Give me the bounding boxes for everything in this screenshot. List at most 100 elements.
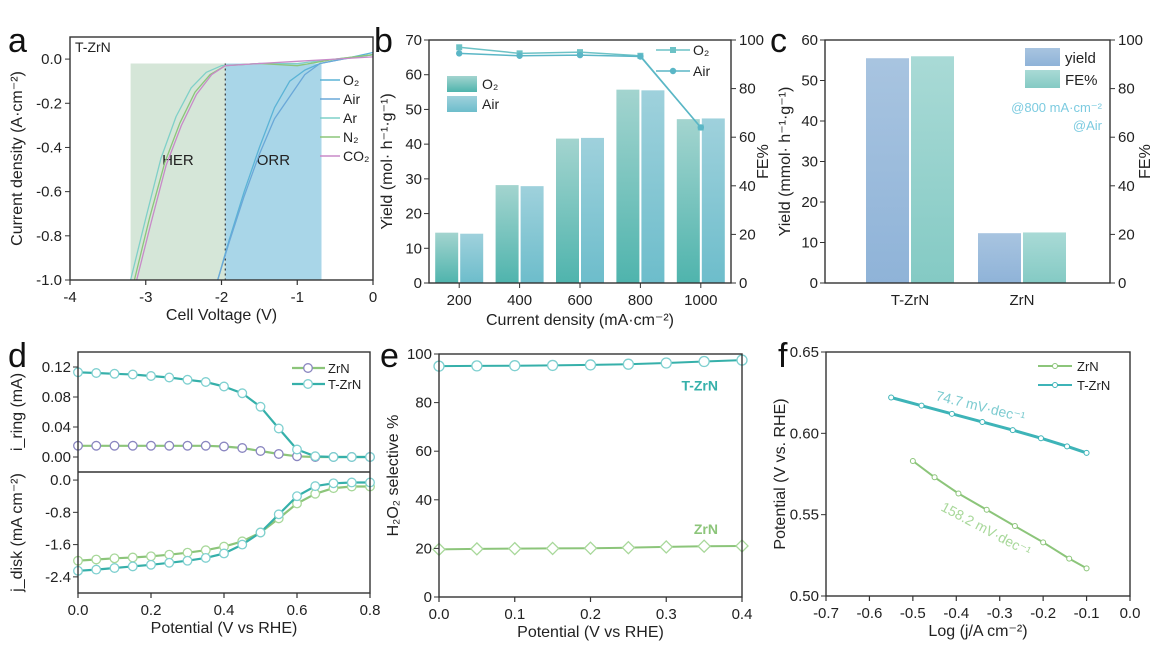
panel-b-yield-bar-chart: 200 400 600 800 1000 0 10 20 30 40 50 60 70 0 20 40 60 80… (379, 32, 772, 329)
x-axis-tick-label: -0.6 (856, 605, 882, 622)
legend-marker (1052, 363, 1058, 369)
y2-axis-tick-label: 20 (1118, 226, 1135, 243)
marker-T-ZrN (918, 402, 925, 409)
marker-ZrN (1040, 539, 1047, 546)
y-axis-label: Yield (mol· h⁻¹·g⁻¹) (379, 93, 396, 229)
marker-T-ZrN-ring (91, 368, 102, 378)
legend-label: T-ZrN (1077, 378, 1110, 393)
x-axis-tick-label: -0.2 (1030, 605, 1056, 622)
bar-Air (581, 137, 604, 283)
y-axis-tick-label: 70 (405, 32, 422, 49)
marker-ZrN (507, 541, 522, 556)
y-bottom-tick-label: 0.0 (50, 472, 71, 489)
y2-axis-label: FE% (755, 144, 772, 179)
marker-T-ZrN (1083, 449, 1090, 456)
bar-Air (460, 233, 484, 283)
y-axis-tick-label: 40 (415, 492, 432, 509)
x-axis-tick-label: -4 (63, 289, 76, 306)
y2-axis-label: FE% (1137, 144, 1154, 179)
line-legend-marker (669, 67, 677, 75)
marker-ZrN-ring (200, 440, 211, 451)
legend-label: ZrN (328, 361, 350, 376)
y-axis-tick-label: 0.0 (41, 51, 62, 68)
marker-ZrN-disk (127, 552, 138, 563)
series-line-ZrN (912, 460, 1088, 570)
marker-T-ZrN-ring (292, 444, 302, 455)
y-axis-tick-label: 40 (405, 136, 422, 153)
marker-T-ZrN-ring (182, 374, 193, 385)
marker-ZrN (621, 540, 636, 555)
bar-O₂ (616, 89, 640, 284)
legend-label: ZrN (1077, 359, 1099, 374)
x-axis-tick-label: 800 (628, 292, 653, 309)
y-axis-tick-label: 30 (801, 154, 818, 171)
marker-T-ZrN-ring (146, 371, 156, 381)
y-axis-tick-label: 50 (405, 101, 422, 118)
legend-label: CO₂ (343, 148, 369, 164)
marker-ZrN-ring (146, 440, 156, 451)
plot-frame (825, 351, 1131, 597)
condition-annotation: @Air (1073, 118, 1103, 133)
x-axis-tick-label: 1000 (684, 292, 717, 309)
y-top-tick-label: 0.04 (42, 419, 71, 436)
marker-ZrN-disk (182, 547, 193, 558)
marker-T-ZrN-disk (164, 557, 175, 568)
bar-legend-label: Air (482, 96, 499, 112)
region-orr (225, 63, 322, 280)
y-axis-tick-label: 10 (801, 235, 818, 252)
marker-ZrN-disk (146, 551, 156, 562)
legend-label: yield (1065, 50, 1096, 67)
y2-axis-tick-label: 100 (1118, 32, 1143, 49)
marker-T-ZrN (471, 360, 483, 372)
y-axis-tick-label: -0.6 (36, 184, 62, 201)
legend-label: Ar (343, 110, 357, 126)
panel-label-a: a (8, 22, 27, 60)
line-legend-label: Air (693, 63, 710, 79)
bar-O₂ (556, 138, 579, 283)
x-axis-tick-label: 0.4 (732, 606, 753, 623)
marker-T-ZrN-ring (219, 381, 229, 392)
marker-T-ZrN-disk (182, 555, 193, 566)
x-axis-tick-label: 0.6 (287, 602, 308, 619)
marker-ZrN-disk (91, 554, 102, 565)
fe-marker-Air (576, 51, 584, 59)
y-top-tick-label: 0.12 (42, 359, 71, 376)
y-axis-tick-label: 0 (414, 275, 422, 292)
line-legend-marker (670, 47, 676, 53)
y-axis-label: Current density (A·cm⁻²) (9, 71, 26, 246)
marker-ZrN (469, 541, 484, 556)
marker-T-ZrN-ring (328, 452, 339, 462)
marker-T-ZrN-ring (237, 388, 248, 399)
x-axis-tick-label: -3 (139, 289, 152, 306)
line-legend-label: O₂ (693, 42, 709, 58)
y-bottom-tick-label: -2.4 (45, 569, 71, 586)
marker-T-ZrN-ring (310, 451, 321, 462)
y-axis-tick-label: -0.2 (36, 95, 62, 112)
marker-T-ZrN (546, 359, 559, 372)
marker-T-ZrN-disk (273, 509, 284, 520)
series-label-t-zrn: T-ZrN (681, 377, 718, 393)
marker-ZrN (583, 541, 598, 556)
marker-T-ZrN-disk (91, 564, 102, 575)
marker-ZrN (983, 506, 990, 513)
y-axis-tick-label: 60 (415, 443, 432, 460)
legend-marker (1052, 382, 1058, 388)
bar-O₂ (676, 119, 700, 283)
x-axis-tick-label: 0.0 (68, 602, 89, 619)
marker-T-ZrN-ring (273, 423, 284, 434)
panel-e-selectivity-chart: 0.0 0.1 0.2 0.3 0.4 0 20 40 60 80 100 Potential (V … (385, 346, 752, 641)
y2-axis-tick-label: 40 (739, 178, 756, 195)
y-axis-tick-label: 30 (405, 171, 422, 188)
x-axis-tick-label: -0.7 (813, 605, 839, 622)
x-axis-label: Potential (V vs RHE) (151, 620, 298, 637)
y-axis-tick-label: 0 (810, 275, 818, 292)
marker-T-ZrN (1037, 435, 1044, 442)
marker-T-ZrN-ring (109, 368, 120, 379)
y-axis-label: Yield (mmol· h⁻¹·g⁻¹) (777, 87, 794, 237)
series-line-CO₂ (136, 56, 374, 281)
y-axis-tick-label: 0.50 (790, 588, 819, 605)
region-label-her: HER (162, 152, 194, 169)
marker-T-ZrN (1009, 427, 1016, 434)
x-axis-tick-label: -0.3 (987, 605, 1013, 622)
panel-d-rrde-chart: 0.0 0.2 0.4 0.6 0.8 0.00 0.04 0.08 0.12 0.0 -0.8 -1… (9, 351, 380, 637)
